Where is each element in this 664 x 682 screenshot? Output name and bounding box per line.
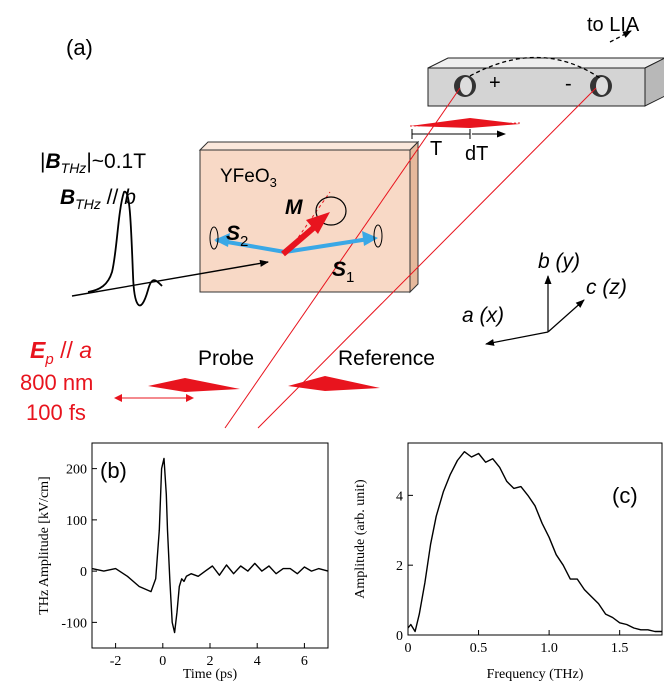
x-tick-label: 1.0 [540,641,558,656]
magnetization-label: M [285,196,303,219]
series-line [91,457,329,634]
thz-waveform [87,191,163,307]
probe-label: Probe [198,347,254,370]
axis-a-arrow [485,331,549,346]
lia-label: to LIA [587,14,640,36]
lia-dashed-link [469,56,601,79]
lia-arrow [609,30,632,43]
plot-frame [407,442,663,636]
x-tick-label: 2 [207,654,214,669]
y-tick-label: -100 [61,616,87,631]
probe-duration: 100 fs [26,400,86,425]
y-tick-label: 0 [80,565,87,580]
y-tick-label: 100 [66,514,87,529]
y-tick-label: 200 [66,463,87,478]
y-tick-label: 4 [396,489,403,504]
axis-a-label: a (x) [462,304,504,327]
x-tick-label: 1.5 [611,641,629,656]
thz-propagation-arrow [71,259,269,297]
spin-S2-label: S2 [226,222,248,250]
plot-frame [91,442,329,649]
x-tick-label: 6 [301,654,308,669]
y-axis-label: THz Amplitude [kV/cm] [37,476,52,614]
x-tick-label: -2 [110,654,122,669]
y-axis-label: Amplitude (arb. unit) [353,479,368,599]
spin-S1-arrow [284,236,376,254]
crystal-slab [198,140,420,294]
y-tick-label: 2 [396,559,403,574]
x-tick-label: 0 [405,641,412,656]
plus-sign: + [489,72,501,94]
reference-label: Reference [338,347,435,370]
axis-c-arrow [547,299,585,333]
probe-beam [224,87,461,429]
delay-pulse [410,118,520,128]
detector-box [427,57,664,107]
delay-dT-label: dT [465,143,488,165]
probe-pulse [148,378,240,392]
reference-beam [257,87,597,429]
series-line [407,451,662,633]
axis-b-label: b (y) [538,250,580,273]
reference-pulse [288,376,380,391]
x-axis-label: Time (ps) [183,667,238,682]
delay-T-label: T [430,138,442,160]
crystal-name: YFeO3 [220,166,277,190]
y-tick-label: 0 [396,629,403,644]
x-tick-label: 0.5 [470,641,488,656]
chart-c: 0 0.5 1.0 1.5 0 2 4 Frequency (THz) Amplitude (a… [353,442,663,682]
axis-c-label: c (z) [586,276,627,299]
minus-sign: - [565,73,572,95]
x-tick-label: 0 [159,654,166,669]
spin-S1-label: S1 [332,258,354,286]
thz-field-magnitude: |BTHz|~0.1T [40,150,146,176]
probe-polarization: Ep // a [30,337,92,368]
x-axis-label: Frequency (THz) [487,667,584,682]
panel-label: (c) [612,483,638,508]
panel-label: (b) [100,458,127,483]
panel-label-a: (a) [66,35,93,60]
magnetization-arrow [281,221,320,257]
chart-b: -2 0 2 4 6 -100 0 100 200 Time (ps) THz Amplitude … [37,442,329,682]
x-tick-label: 4 [254,654,261,669]
thz-field-direction: BTHz // b [60,186,136,212]
probe-wavelength: 800 nm [20,370,93,395]
